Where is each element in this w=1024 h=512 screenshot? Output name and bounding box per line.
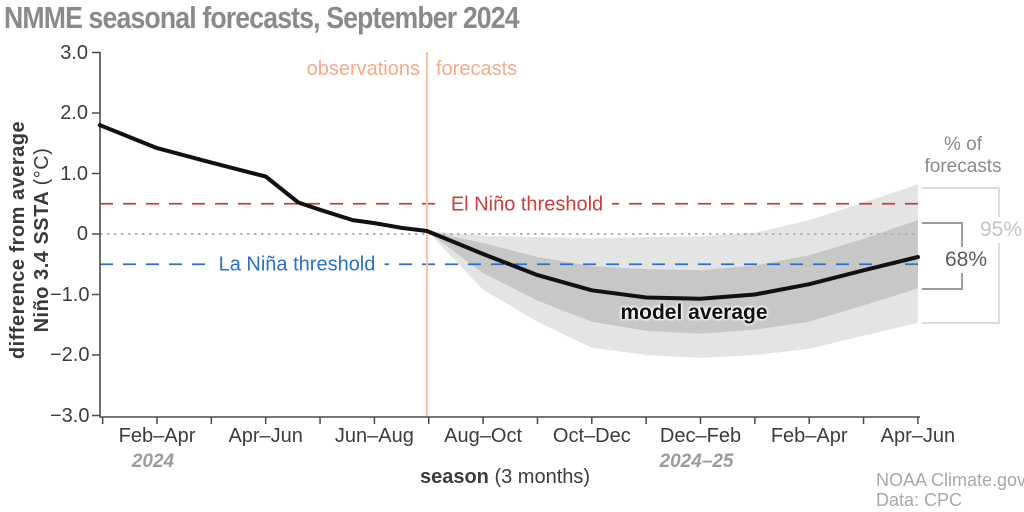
x-tick-label: Dec–Feb	[659, 425, 742, 447]
y-axis-label: difference from average Niño 3.4 SSTA (°…	[6, 60, 54, 420]
bracket-95-label: 95%	[976, 217, 1024, 243]
la-nina-threshold-label: La Niña threshold	[209, 253, 385, 277]
x-axis-year-note: 2024	[131, 451, 175, 472]
y-tick-label: 0	[76, 223, 88, 245]
attribution: NOAA Climate.gov Data: CPC	[876, 470, 1024, 510]
band-68-area	[427, 220, 918, 334]
x-tick-label: Aug–Oct	[444, 425, 522, 447]
x-axis-caption: season (3 months)	[420, 466, 590, 489]
y-tick-label: 3.0	[60, 41, 88, 64]
y-tick-label: −3.0	[50, 404, 90, 427]
el-nino-threshold-label: El Niño threshold	[441, 193, 613, 217]
x-axis-year-note: 2024–25	[659, 451, 734, 472]
x-tick-label: Feb–Apr	[118, 425, 196, 447]
y-tick-label: 1.0	[60, 162, 88, 185]
x-tick-label: Apr–Jun	[880, 425, 956, 447]
x-tick-label: Feb–Apr	[770, 425, 848, 447]
y-tick-label: −1.0	[50, 283, 90, 306]
x-axis-caption-bold: season	[419, 466, 489, 488]
x-tick-label: Jun–Aug	[334, 425, 414, 447]
forecasts-period-label: forecasts	[436, 58, 518, 80]
y-tick-label: −2.0	[50, 344, 90, 366]
bracket-68-label: 68%	[941, 247, 991, 273]
observations-period-label: observations	[306, 58, 420, 80]
page-title: NMME seasonal forecasts, September 2024	[4, 0, 520, 35]
model-average-label: model average	[620, 301, 768, 324]
y-tick-label: 2.0	[60, 102, 88, 124]
x-tick-label: Apr–Jun	[228, 425, 303, 447]
attribution-source: NOAA Climate.gov	[876, 470, 1024, 490]
bracket-95-percent	[922, 187, 1000, 324]
x-tick-label: Oct–Dec	[552, 425, 631, 447]
model-average-line	[97, 123, 920, 301]
attribution-data: Data: CPC	[876, 490, 963, 510]
y-axis-label-line1: difference from average	[7, 120, 29, 360]
percent-of-forecasts-label: % of forecasts	[924, 134, 1002, 177]
x-axis-caption-rest: (3 months)	[488, 466, 591, 488]
